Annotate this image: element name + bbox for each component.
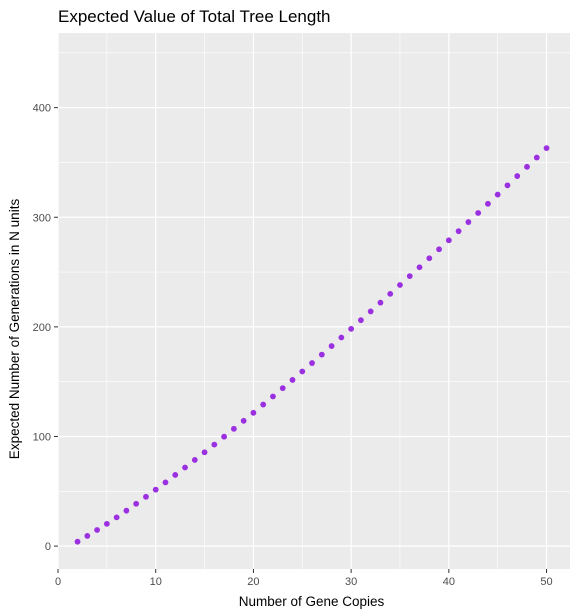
data-point	[152, 486, 159, 493]
data-point	[221, 433, 228, 440]
data-point	[143, 493, 149, 500]
data-point	[270, 393, 276, 400]
data-point	[514, 173, 521, 179]
x-axis-title: Number of Gene Copies	[239, 594, 385, 609]
data-point	[309, 360, 315, 366]
data-point	[230, 425, 237, 432]
y-tick-label: 200	[33, 322, 51, 334]
data-point	[94, 527, 100, 533]
minor-gridlines	[58, 33, 570, 569]
plot-panel	[58, 33, 570, 569]
data-point	[348, 325, 355, 332]
data-point	[113, 514, 120, 521]
data-point	[162, 479, 169, 486]
y-axis-title: Expected Number of Generations in N unit…	[7, 199, 22, 460]
data-point	[494, 191, 501, 198]
data-point	[103, 520, 110, 527]
data-point	[485, 200, 491, 207]
data-point	[533, 154, 540, 161]
x-tick-label: 20	[247, 576, 259, 588]
data-point	[338, 334, 345, 341]
data-point	[504, 182, 511, 189]
data-point	[358, 317, 364, 324]
data-point	[211, 441, 218, 448]
data-point	[475, 210, 482, 216]
x-tick-label: 0	[55, 576, 61, 588]
data-point	[377, 299, 384, 306]
data-point	[84, 532, 91, 539]
data-point	[387, 290, 394, 297]
y-tick-label: 400	[33, 103, 51, 115]
data-point	[289, 377, 296, 383]
data-point	[299, 368, 306, 375]
data-point	[406, 273, 413, 280]
data-point	[328, 343, 335, 349]
y-axis-ticks: 0 100 200 300 400	[33, 103, 58, 553]
data-point	[260, 401, 267, 408]
data-point	[445, 237, 452, 244]
data-point	[74, 538, 81, 545]
data-point	[367, 308, 374, 315]
y-tick-label: 300	[33, 212, 51, 224]
data-point	[318, 351, 325, 358]
data-point	[172, 472, 179, 478]
major-gridlines	[57, 33, 570, 569]
y-tick-label: 100	[33, 431, 51, 443]
x-tick-label: 50	[540, 576, 552, 588]
data-point	[426, 255, 433, 262]
data-point	[250, 409, 257, 416]
x-axis-ticks: 0 10 20 30 40 50	[55, 569, 553, 588]
data-point	[123, 507, 130, 514]
x-tick-label: 10	[150, 576, 162, 588]
data-point	[240, 417, 247, 424]
x-tick-label: 30	[345, 576, 357, 588]
x-tick-label: 40	[443, 576, 455, 588]
data-points	[74, 145, 550, 545]
data-point	[543, 145, 550, 151]
data-point	[455, 228, 462, 235]
data-point	[524, 163, 530, 170]
data-point	[436, 246, 442, 253]
data-point	[182, 464, 188, 471]
data-point	[397, 282, 403, 288]
y-tick-label: 0	[45, 541, 51, 553]
data-point	[279, 385, 286, 392]
data-point	[191, 457, 198, 463]
data-point	[416, 264, 423, 271]
data-point	[201, 449, 208, 456]
chart-title: Expected Value of Total Tree Length	[58, 7, 331, 26]
data-point	[133, 500, 140, 507]
data-point	[465, 219, 472, 225]
